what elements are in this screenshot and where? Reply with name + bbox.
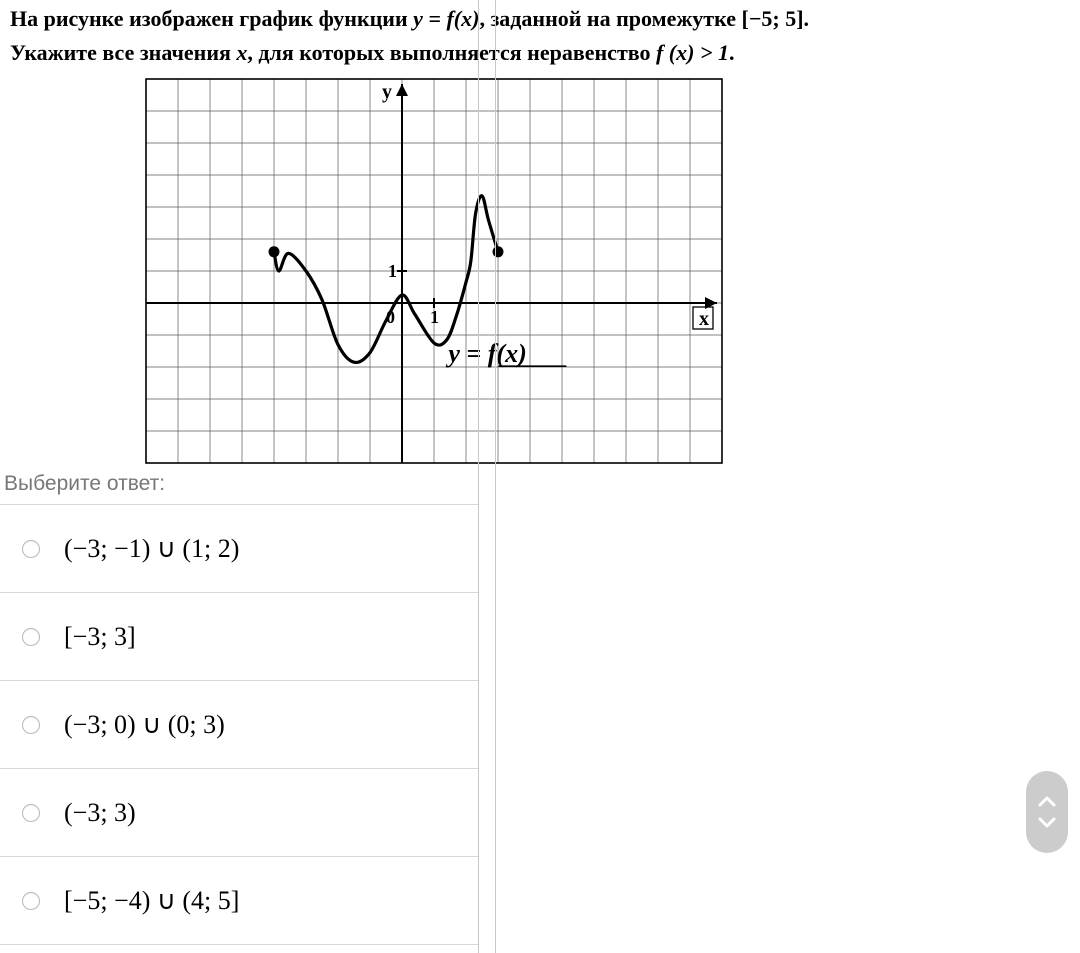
answer-option-0[interactable]: (−3; −1) ∪ (1; 2)	[0, 505, 478, 593]
svg-text:x: x	[699, 308, 709, 330]
vertical-divider-1	[478, 0, 479, 953]
answer-option-2[interactable]: (−3; 0) ∪ (0; 3)	[0, 681, 478, 769]
q-line1-interval: [−5; 5]	[742, 6, 804, 31]
answer-text: [−5; −4) ∪ (4; 5]	[64, 886, 239, 916]
radio-icon[interactable]	[22, 892, 40, 910]
answer-option-1[interactable]: [−3; 3]	[0, 593, 478, 681]
q-line1-post: .	[804, 6, 810, 31]
q-line2-ineq: f (x) > 1	[656, 40, 729, 65]
answers-list: (−3; −1) ∪ (1; 2) [−3; 3] (−3; 0) ∪ (0; 3)…	[0, 504, 478, 945]
answer-option-3[interactable]: (−3; 3)	[0, 769, 478, 857]
answer-text: (−3; 3)	[64, 798, 136, 828]
choose-answer-label: Выберите ответ:	[0, 470, 1080, 504]
chevron-down-icon	[1038, 817, 1056, 829]
chevron-up-icon	[1038, 795, 1056, 807]
graph-svg: 110yxy = f(x)	[145, 78, 723, 464]
radio-icon[interactable]	[22, 716, 40, 734]
scroll-nav-pill[interactable]	[1026, 771, 1068, 853]
function-graph: 110yxy = f(x)	[145, 78, 1080, 464]
answer-option-4[interactable]: [−5; −4) ∪ (4; 5]	[0, 857, 478, 945]
q-line2-post: .	[729, 40, 735, 65]
answer-text: (−3; −1) ∪ (1; 2)	[64, 534, 239, 564]
question-text: На рисунке изображен график функции y = …	[0, 0, 1080, 72]
q-line1-mid: , заданной на промежутке	[479, 6, 741, 31]
q-line2-mid: , для которых выполняется неравенство	[247, 40, 656, 65]
svg-text:1: 1	[388, 261, 397, 281]
radio-icon[interactable]	[22, 540, 40, 558]
radio-icon[interactable]	[22, 804, 40, 822]
q-line2-var: x	[236, 40, 247, 65]
q-line1-eq: y = f(x)	[413, 6, 479, 31]
q-line1-pre: На рисунке изображен график функции	[10, 6, 413, 31]
answer-text: (−3; 0) ∪ (0; 3)	[64, 710, 225, 740]
svg-text:1: 1	[430, 307, 439, 327]
answer-text: [−3; 3]	[64, 622, 136, 652]
svg-text:y = f(x): y = f(x)	[445, 339, 526, 368]
vertical-divider-2	[495, 0, 496, 953]
answers-block: Выберите ответ: (−3; −1) ∪ (1; 2) [−3; 3]…	[0, 470, 1080, 945]
svg-text:y: y	[382, 81, 392, 103]
q-line2-pre: Укажите все значения	[10, 40, 236, 65]
radio-icon[interactable]	[22, 628, 40, 646]
